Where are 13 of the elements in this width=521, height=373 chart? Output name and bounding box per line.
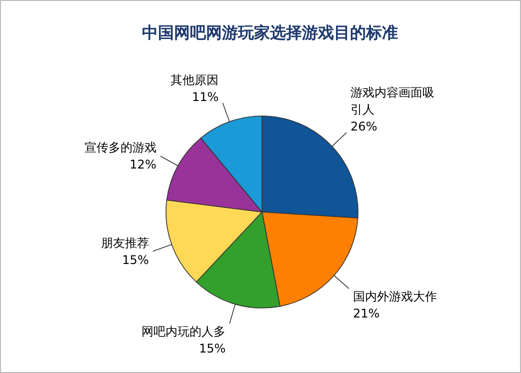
data-label: 15% — [122, 252, 149, 267]
slice-label: 朋友推荐 — [100, 236, 149, 250]
slice-label: 游戏内容画面吸引人 — [350, 86, 435, 117]
data-label: 11% — [192, 90, 219, 104]
chart-title: 中国网吧网游玩家选择游戏目的标准 — [142, 23, 398, 42]
data-label: 21% — [353, 306, 380, 321]
data-label: 15% — [198, 341, 226, 356]
slice-label: 其他原因 — [170, 72, 219, 87]
slice-label: 国内外游戏大作 — [353, 290, 438, 304]
data-label: 12% — [130, 158, 156, 172]
slice-label: 宣传多的游戏 — [84, 140, 156, 155]
slice-label: 网吧内玩的人多 — [142, 324, 226, 338]
data-label: 26% — [350, 120, 378, 134]
